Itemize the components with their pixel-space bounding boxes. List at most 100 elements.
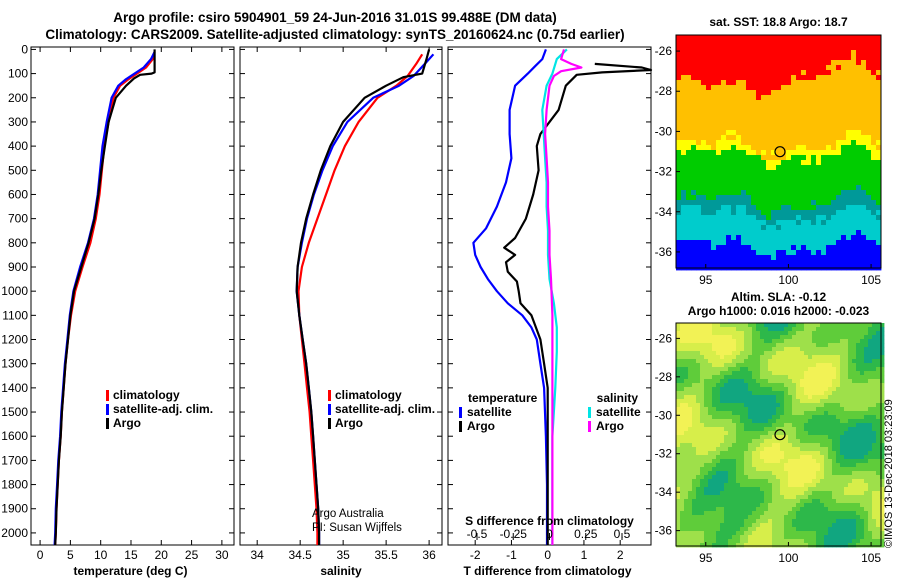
sla_map-cell xyxy=(844,447,849,452)
sla_map-cell xyxy=(792,483,797,488)
sla_map-cell xyxy=(684,451,689,456)
sla_map-cell xyxy=(772,515,777,520)
sla_map-cell xyxy=(724,419,729,424)
sst_map-cell xyxy=(791,135,797,141)
sst_map-cell xyxy=(721,155,727,161)
sla_map-cell xyxy=(764,339,769,344)
sst_map-cell xyxy=(681,85,687,91)
sla_map-cell xyxy=(740,379,745,384)
sla_map-cell xyxy=(772,379,777,384)
sst_map-cell xyxy=(821,185,827,191)
sla_map-cell xyxy=(872,511,877,516)
sst_map-cell xyxy=(771,155,777,161)
sla_map-cell xyxy=(856,375,861,380)
sla_map-cell xyxy=(736,347,741,352)
sst_map-cell xyxy=(761,215,767,221)
sla_map-cell xyxy=(876,395,881,400)
sst_map-cell xyxy=(761,225,767,231)
sla_map-cell xyxy=(704,451,709,456)
sla_map-cell xyxy=(708,343,713,348)
sst_map-cell xyxy=(761,150,767,156)
temperature-x-tick-label: 15 xyxy=(124,548,138,562)
sla_map-cell xyxy=(728,335,733,340)
sla_map-cell xyxy=(876,459,881,464)
sst_map-y-tick-label: -26 xyxy=(655,44,673,58)
sla_map-cell xyxy=(868,447,873,452)
sla_map-cell xyxy=(744,323,749,328)
sst_map-cell xyxy=(681,160,687,166)
sla_map-cell xyxy=(840,471,845,476)
sst_map-cell xyxy=(731,240,737,246)
sla_map-cell xyxy=(728,327,733,332)
sla_map-cell xyxy=(764,535,769,540)
sla_map-cell xyxy=(844,375,849,380)
differences-s-tick-label: 0.25 xyxy=(574,527,598,541)
sla_map-cell xyxy=(692,383,697,388)
sst_map-cell xyxy=(821,50,827,56)
sla_map-cell xyxy=(676,443,681,448)
sst_map-cell xyxy=(691,140,697,146)
sla_map-cell xyxy=(696,487,701,492)
sst_map-cell xyxy=(866,145,872,151)
sla_map-cell xyxy=(772,323,777,328)
sst_map-cell xyxy=(761,115,767,121)
sla_map-cell xyxy=(768,367,773,372)
sst_map-cell xyxy=(691,255,697,261)
sst_map-cell xyxy=(741,125,747,131)
sla_map-cell xyxy=(804,403,809,408)
sst_map-cell xyxy=(831,200,837,206)
sst_map-cell xyxy=(786,215,792,221)
sla_map-cell xyxy=(736,339,741,344)
sst_map-cell xyxy=(781,40,787,46)
sla_map-cell xyxy=(820,343,825,348)
sla_map-cell xyxy=(728,359,733,364)
sst_map-cell xyxy=(791,175,797,181)
sst_map-cell xyxy=(696,150,702,156)
sst_map-cell xyxy=(696,215,702,221)
sst_map-cell xyxy=(721,240,727,246)
sst_map-cell xyxy=(756,115,762,121)
sst_map-cell xyxy=(871,175,877,181)
sla_map-cell xyxy=(872,379,877,384)
sst_map-cell xyxy=(876,255,882,261)
sla_map-cell xyxy=(876,427,881,432)
sla_map-cell xyxy=(732,403,737,408)
sla_map-cell xyxy=(716,395,721,400)
sla_map-cell xyxy=(732,523,737,528)
sst_map-cell xyxy=(871,90,877,96)
sla_map-cell xyxy=(880,359,885,364)
sst_map-cell xyxy=(691,105,697,111)
sst_map-cell xyxy=(721,95,727,101)
sst_map-cell xyxy=(761,80,767,86)
sst_map-cell xyxy=(696,40,702,46)
sla_map-cell xyxy=(776,443,781,448)
sla_map-cell xyxy=(760,327,765,332)
sla_map-cell xyxy=(840,455,845,460)
sst_map-cell xyxy=(816,110,822,116)
sla_map-cell xyxy=(860,383,865,388)
sla_map-cell xyxy=(780,471,785,476)
sla_map-cell xyxy=(788,343,793,348)
sla_map-cell xyxy=(880,427,885,432)
sla_map-cell xyxy=(820,331,825,336)
sst_map-cell xyxy=(791,230,797,236)
sla_map-cell xyxy=(792,463,797,468)
sla_map-cell xyxy=(752,371,757,376)
sst_map-cell xyxy=(711,165,717,171)
sst_map-cell xyxy=(871,45,877,51)
sla_map-cell xyxy=(848,351,853,356)
sla_map-cell xyxy=(756,515,761,520)
sla_map-cell xyxy=(740,499,745,504)
sla_map-cell xyxy=(864,523,869,528)
sla_map-cell xyxy=(676,451,681,456)
sla_map-cell xyxy=(756,399,761,404)
sla_map-cell xyxy=(692,347,697,352)
sla_map-cell xyxy=(828,443,833,448)
sst_map-cell xyxy=(751,115,757,121)
sla_map-cell xyxy=(864,415,869,420)
sst_map-cell xyxy=(751,110,757,116)
sst_map-cell xyxy=(811,210,817,216)
sla_map-cell xyxy=(712,403,717,408)
sst_map-cell xyxy=(761,130,767,136)
sla_map-cell xyxy=(796,447,801,452)
